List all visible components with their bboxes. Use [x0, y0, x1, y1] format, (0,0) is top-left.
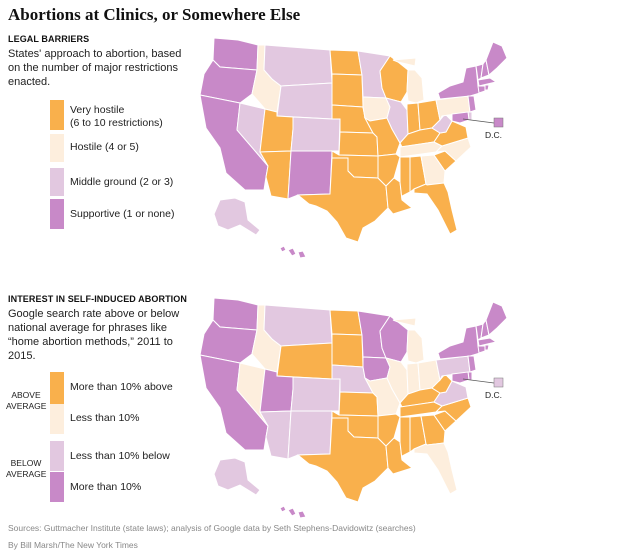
legal-barriers-heading: LEGAL BARRIERS	[8, 34, 90, 44]
state-ma	[477, 337, 498, 347]
state-ia	[362, 356, 391, 382]
state-mt	[263, 304, 333, 347]
state-or	[199, 319, 258, 364]
self-induced-description: Google search rate above or below nation…	[8, 308, 180, 362]
state-ma	[477, 77, 498, 87]
legend2-group-above: ABOVE AVERAGE	[6, 390, 47, 411]
state-sd	[331, 73, 364, 108]
state-fl	[413, 442, 458, 495]
dc-leader-line	[462, 378, 495, 384]
dc-leader-line	[462, 118, 495, 124]
state-ny	[437, 65, 481, 100]
legend1-swatch-middle-ground	[50, 168, 64, 196]
state-dc	[493, 377, 504, 388]
state-tx	[296, 417, 389, 503]
state-md	[451, 371, 470, 384]
self-induced-map-svg: D.C.	[199, 297, 508, 519]
state-mi	[392, 57, 425, 104]
state-sd	[331, 333, 364, 368]
state-nj	[467, 355, 477, 373]
state-wa	[212, 37, 259, 71]
state-ms	[399, 156, 411, 201]
state-nm	[287, 150, 333, 200]
state-fl	[413, 182, 458, 235]
sources-note: Sources: Guttmacher Institute (state law…	[8, 523, 416, 533]
legend2-label-more-below: More than 10%	[70, 481, 142, 493]
state-wa	[212, 297, 259, 331]
legal-barriers-description: States' approach to abortion, based on t…	[8, 48, 182, 88]
state-la	[385, 177, 414, 215]
state-co	[290, 376, 341, 412]
self-induced-heading: INTEREST IN SELF-INDUCED ABORTION	[8, 294, 187, 304]
state-ms	[399, 416, 411, 461]
state-mi	[392, 317, 425, 364]
legend1-swatch-very-hostile	[50, 100, 64, 130]
legend1-swatch-hostile	[50, 134, 64, 162]
dc-label: D.C.	[485, 390, 502, 400]
legal-barriers-map: D.C.	[180, 30, 520, 260]
state-nd	[329, 309, 363, 336]
state-ks	[338, 391, 379, 417]
state-ak	[213, 197, 261, 236]
state-hi	[279, 245, 307, 259]
legend1-label-very-hostile: Very hostile (6 to 10 restrictions)	[70, 104, 163, 129]
state-dc	[493, 117, 504, 128]
legend2-swatch-less-below	[50, 441, 64, 471]
state-nj	[467, 95, 477, 113]
legend1-swatch-supportive	[50, 199, 64, 229]
legend2-label-more-above: More than 10% above	[70, 381, 173, 393]
state-ri	[484, 84, 490, 91]
legend1-label-middle-ground: Middle ground (2 or 3)	[70, 176, 174, 188]
state-ia	[362, 96, 391, 122]
state-ks	[338, 131, 379, 157]
state-ri	[484, 344, 490, 351]
page-title: Abortions at Clinics, or Somewhere Else	[8, 5, 301, 24]
state-md	[451, 111, 470, 124]
state-mt	[263, 44, 333, 87]
byline: By Bill Marsh/The New York Times	[8, 540, 138, 550]
legend2-swatch-more-below	[50, 472, 64, 502]
state-ct	[477, 85, 486, 94]
state-me	[485, 41, 508, 76]
legend2-group-below: BELOW AVERAGE	[6, 458, 47, 479]
state-ak	[213, 457, 261, 496]
legend1-label-supportive: Supportive (1 or none)	[70, 208, 175, 220]
state-hi	[279, 505, 307, 519]
state-wy	[276, 82, 333, 120]
legend1-label-hostile: Hostile (4 or 5)	[70, 141, 139, 153]
legend2-label-less-above: Less than 10%	[70, 412, 140, 424]
legend2-swatch-less-above	[50, 404, 64, 434]
state-nm	[287, 410, 333, 460]
legend2-label-less-below: Less than 10% below	[70, 450, 170, 462]
legal-barriers-map-svg: D.C.	[199, 37, 508, 259]
state-la	[385, 437, 414, 475]
state-ct	[477, 345, 486, 354]
state-me	[485, 301, 508, 336]
state-or	[199, 59, 258, 104]
dc-label: D.C.	[485, 130, 502, 140]
state-tx	[296, 157, 389, 243]
state-nd	[329, 49, 363, 76]
legend2-swatch-more-above	[50, 372, 64, 404]
state-wy	[276, 342, 333, 380]
self-induced-map: D.C.	[180, 290, 520, 520]
state-ny	[437, 325, 481, 360]
state-co	[290, 116, 341, 152]
